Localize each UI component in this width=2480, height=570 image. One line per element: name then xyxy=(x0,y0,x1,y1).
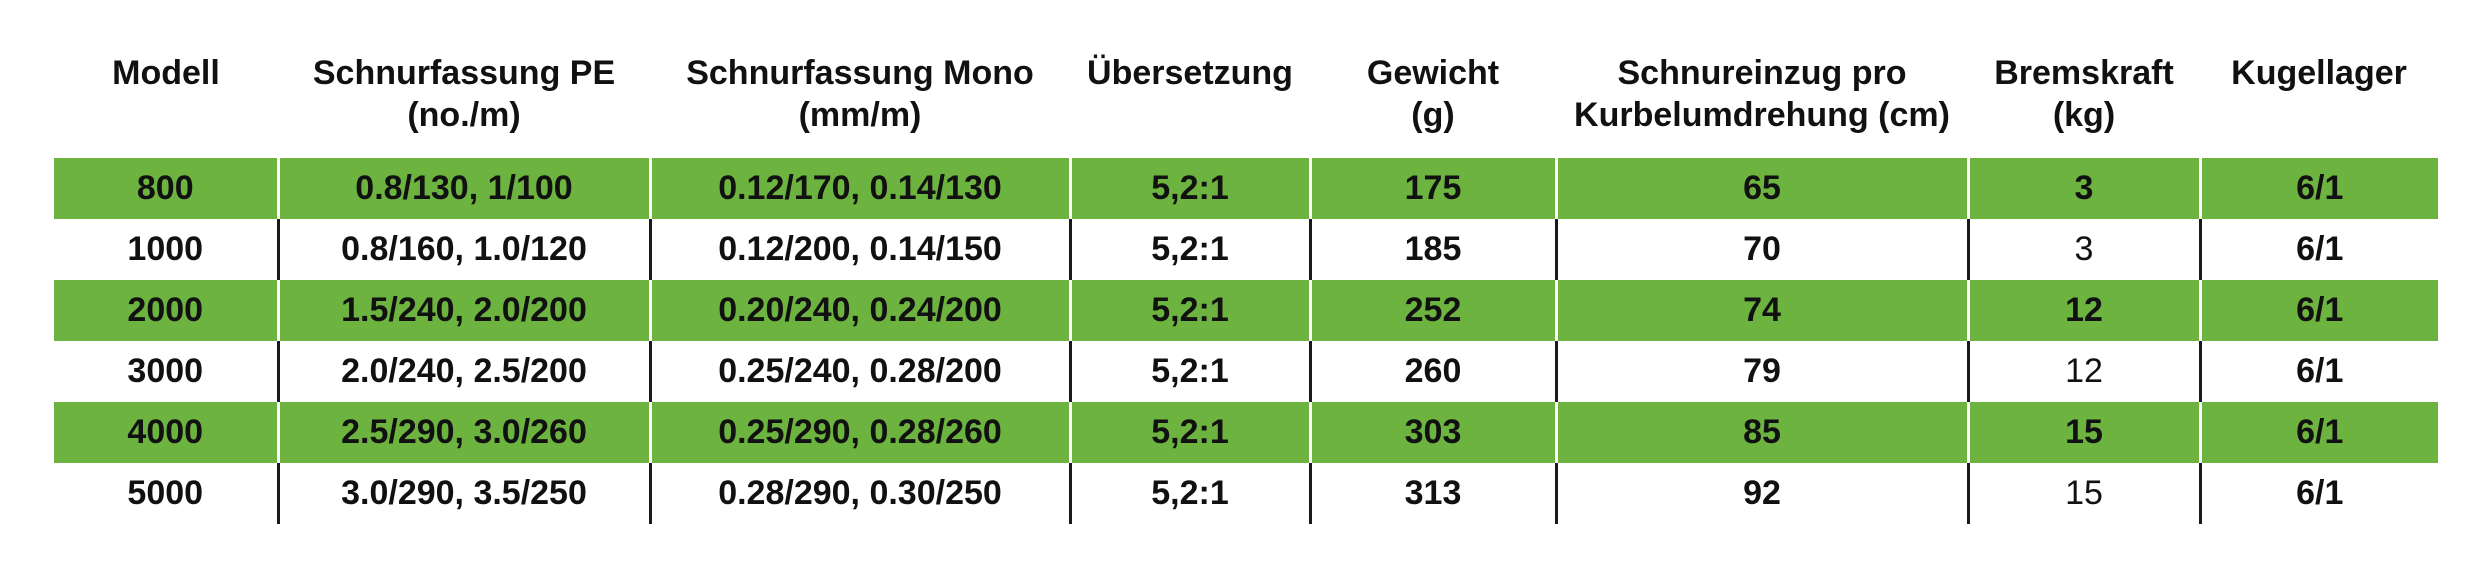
cell-kugellager: 6/1 xyxy=(2198,402,2438,463)
cell-gewicht: 252 xyxy=(1308,280,1556,341)
cell-gewicht: 175 xyxy=(1308,158,1556,219)
header-uebersetzung: Übersetzung xyxy=(1087,54,1293,92)
cell-pe: 1.5/240, 2.0/200 xyxy=(276,280,650,341)
cell-uebersetzung: 5,2:1 xyxy=(1068,280,1310,341)
cell-schnureinzug: 79 xyxy=(1554,341,1968,402)
cell-gewicht: 185 xyxy=(1308,219,1556,280)
cell-kugellager: 6/1 xyxy=(2198,341,2438,402)
table-row: 3000 2.0/240, 2.5/200 0.25/240, 0.28/200… xyxy=(54,341,2438,402)
header-gewicht: Gewicht (g) xyxy=(1366,54,1500,134)
cell-kugellager: 6/1 xyxy=(2198,463,2438,524)
table-row: 2000 1.5/240, 2.0/200 0.20/240, 0.24/200… xyxy=(54,280,2438,341)
cell-mono: 0.28/290, 0.30/250 xyxy=(648,463,1070,524)
cell-schnureinzug: 65 xyxy=(1554,158,1968,219)
cell-uebersetzung: 5,2:1 xyxy=(1068,402,1310,463)
table-row: 5000 3.0/290, 3.5/250 0.28/290, 0.30/250… xyxy=(54,463,2438,524)
cell-uebersetzung: 5,2:1 xyxy=(1068,463,1310,524)
cell-mono: 0.12/200, 0.14/150 xyxy=(648,219,1070,280)
cell-kugellager: 6/1 xyxy=(2198,158,2438,219)
cell-uebersetzung: 5,2:1 xyxy=(1068,341,1310,402)
cell-pe: 3.0/290, 3.5/250 xyxy=(276,463,650,524)
cell-modell: 5000 xyxy=(54,463,278,524)
header-modell: Modell xyxy=(112,54,220,92)
cell-bremskraft: 15 xyxy=(1966,463,2200,524)
cell-bremskraft: 3 xyxy=(1966,219,2200,280)
cell-kugellager: 6/1 xyxy=(2198,219,2438,280)
header-schnureinzug: Schnureinzug pro Kurbelumdrehung (cm) xyxy=(1574,54,1950,134)
cell-pe: 0.8/130, 1/100 xyxy=(276,158,650,219)
table-row: 1000 0.8/160, 1.0/120 0.12/200, 0.14/150… xyxy=(54,219,2438,280)
cell-gewicht: 303 xyxy=(1308,402,1556,463)
spec-table: Modell Schnurfassung PE (no./m) Schnurfa… xyxy=(54,40,2438,524)
table-row: 800 0.8/130, 1/100 0.12/170, 0.14/130 5,… xyxy=(54,158,2438,219)
table-row: 4000 2.5/290, 3.0/260 0.25/290, 0.28/260… xyxy=(54,402,2438,463)
cell-uebersetzung: 5,2:1 xyxy=(1068,219,1310,280)
cell-schnureinzug: 85 xyxy=(1554,402,1968,463)
cell-modell: 4000 xyxy=(54,402,278,463)
cell-mono: 0.20/240, 0.24/200 xyxy=(648,280,1070,341)
cell-schnureinzug: 70 xyxy=(1554,219,1968,280)
cell-kugellager: 6/1 xyxy=(2198,280,2438,341)
header-bremskraft: Bremskraft (kg) xyxy=(1994,54,2174,134)
cell-modell: 2000 xyxy=(54,280,278,341)
cell-mono: 0.25/290, 0.28/260 xyxy=(648,402,1070,463)
cell-modell: 800 xyxy=(54,158,278,219)
cell-pe: 0.8/160, 1.0/120 xyxy=(276,219,650,280)
header-schnurfassung-mono: Schnurfassung Mono (mm/m) xyxy=(686,54,1034,134)
header-kugellager: Kugellager xyxy=(2231,54,2407,92)
cell-modell: 3000 xyxy=(54,341,278,402)
cell-bremskraft: 12 xyxy=(1966,341,2200,402)
cell-pe: 2.5/290, 3.0/260 xyxy=(276,402,650,463)
cell-gewicht: 260 xyxy=(1308,341,1556,402)
cell-bremskraft: 12 xyxy=(1966,280,2200,341)
header-row: Modell Schnurfassung PE (no./m) Schnurfa… xyxy=(54,40,2438,158)
cell-bremskraft: 15 xyxy=(1966,402,2200,463)
cell-mono: 0.12/170, 0.14/130 xyxy=(648,158,1070,219)
cell-schnureinzug: 92 xyxy=(1554,463,1968,524)
cell-gewicht: 313 xyxy=(1308,463,1556,524)
cell-modell: 1000 xyxy=(54,219,278,280)
cell-uebersetzung: 5,2:1 xyxy=(1068,158,1310,219)
cell-schnureinzug: 74 xyxy=(1554,280,1968,341)
cell-pe: 2.0/240, 2.5/200 xyxy=(276,341,650,402)
cell-bremskraft: 3 xyxy=(1966,158,2200,219)
cell-mono: 0.25/240, 0.28/200 xyxy=(648,341,1070,402)
header-schnurfassung-pe: Schnurfassung PE (no./m) xyxy=(312,54,616,134)
